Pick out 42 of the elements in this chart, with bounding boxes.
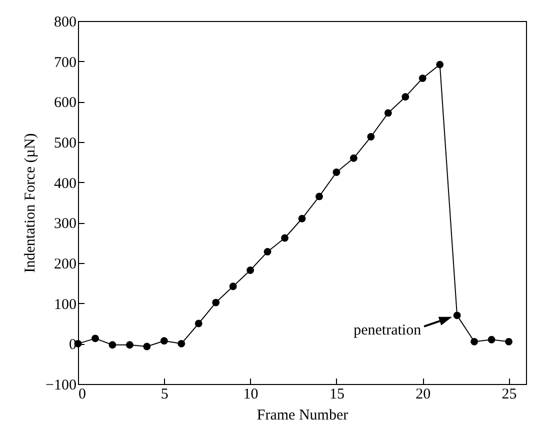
point xyxy=(367,133,375,140)
point xyxy=(402,93,410,101)
point xyxy=(246,266,254,274)
point xyxy=(384,109,392,117)
point xyxy=(316,192,323,200)
point xyxy=(418,74,426,82)
y-tick-label: −100 xyxy=(46,378,76,394)
x-tick-label: 10 xyxy=(243,386,258,402)
x-tick-label: 20 xyxy=(416,386,431,402)
point xyxy=(488,336,496,344)
point xyxy=(298,214,306,222)
point xyxy=(264,248,272,256)
y-tick-label: 500 xyxy=(54,136,76,152)
point xyxy=(178,340,186,348)
y-axis-title: Indentation Force (µN) xyxy=(22,133,39,273)
y-tick-label: 100 xyxy=(54,296,76,313)
x-axis-title: Frame Number xyxy=(256,408,348,424)
y-tick-label: 300 xyxy=(54,216,76,232)
y-tick-label: 700 xyxy=(54,54,76,71)
point xyxy=(160,337,168,345)
point xyxy=(505,338,512,346)
point xyxy=(143,342,151,350)
x-tick-label: 15 xyxy=(329,386,344,402)
point xyxy=(194,320,202,328)
y-tick-label: 600 xyxy=(54,95,76,112)
y-tick-label: 400 xyxy=(54,176,76,192)
point xyxy=(108,341,116,349)
point xyxy=(126,341,134,349)
point xyxy=(470,338,478,346)
point xyxy=(212,298,220,306)
x-tick-label: 25 xyxy=(502,386,517,402)
point xyxy=(436,60,444,68)
point xyxy=(92,334,99,342)
annotation: penetration xyxy=(354,322,422,338)
point xyxy=(350,154,358,162)
point xyxy=(453,312,461,320)
y-tick-label: 200 xyxy=(54,256,76,272)
x-tick-label: 5 xyxy=(160,386,168,402)
y-tick-label: 800 xyxy=(54,14,76,30)
point xyxy=(281,234,288,242)
point xyxy=(332,168,340,176)
point xyxy=(229,282,237,290)
